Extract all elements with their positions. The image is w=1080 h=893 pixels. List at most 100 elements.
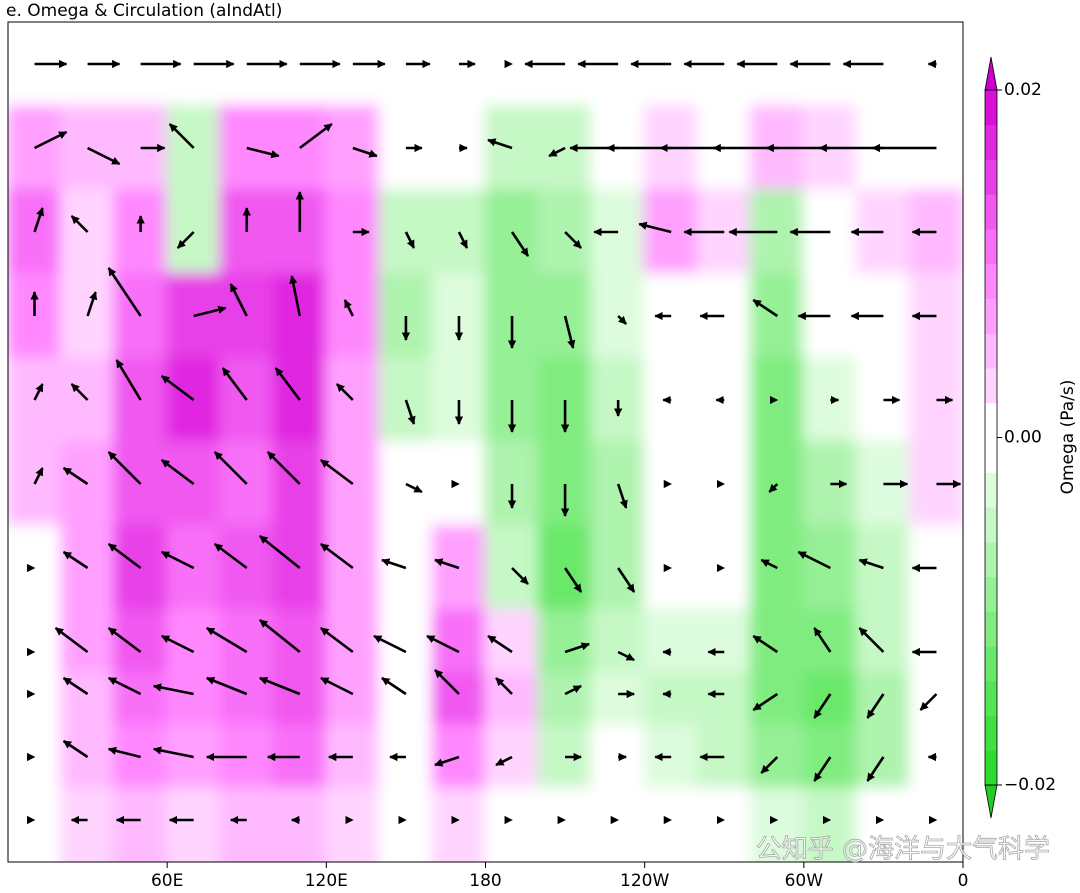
colorbar-tick-label: −0.02 — [1004, 775, 1056, 795]
omega-cell — [219, 787, 275, 862]
omega-cell — [643, 672, 699, 727]
omega-cell — [590, 787, 646, 862]
omega-cell — [378, 787, 434, 862]
wind-arrow — [193, 305, 227, 318]
colorbar-band — [985, 368, 997, 404]
omega-cell — [325, 609, 381, 674]
wind-arrow — [221, 367, 248, 401]
wind-arrow — [246, 146, 280, 159]
wind-arrow — [107, 676, 142, 696]
colorbar-band — [985, 750, 997, 786]
omega-cell — [166, 787, 222, 862]
omega-cell — [166, 441, 222, 527]
wind-arrow — [426, 634, 460, 654]
omega-cell — [908, 672, 963, 727]
omega-cell — [8, 672, 63, 727]
wind-arrow — [487, 634, 513, 654]
omega-cell — [908, 357, 963, 443]
omega-cell — [590, 525, 646, 611]
wind-arrow — [289, 275, 302, 317]
wind-arrow — [107, 626, 142, 654]
omega-cell — [908, 787, 963, 862]
wind-arrow — [62, 676, 89, 696]
wind-arrow — [259, 676, 301, 696]
omega-cell — [537, 672, 593, 727]
wind-arrow — [33, 383, 44, 401]
colorbar-band — [985, 263, 997, 299]
colorbar-band — [985, 298, 997, 334]
omega-cell — [272, 672, 328, 727]
omega-cell — [590, 441, 646, 527]
omega-cell — [325, 672, 381, 727]
wind-arrow — [617, 567, 636, 593]
colorbar-tick-label: 0.02 — [1004, 80, 1042, 100]
omega-cell — [590, 672, 646, 727]
omega-cell — [484, 724, 540, 790]
omega-cell — [484, 787, 540, 862]
wind-arrow — [434, 558, 460, 570]
omega-cell — [749, 357, 805, 443]
omega-cell — [802, 672, 858, 727]
x-tick-label: 60W — [785, 871, 824, 891]
omega-cell — [855, 672, 911, 727]
wind-arrow — [205, 676, 248, 696]
wind-arrow — [107, 542, 142, 570]
omega-cell — [431, 787, 487, 862]
omega-cell — [325, 357, 381, 443]
omega-cell — [855, 787, 911, 862]
colorbar-band — [985, 611, 997, 647]
wind-arrow — [813, 756, 832, 782]
omega-cell — [696, 787, 752, 862]
wind-arrow — [258, 534, 301, 570]
omega-cell — [749, 609, 805, 674]
wind-arrow — [213, 542, 248, 570]
wind-arrow — [617, 650, 635, 662]
omega-cell — [8, 724, 63, 790]
omega-cell — [696, 609, 752, 674]
x-tick-label: 120W — [620, 871, 669, 891]
omega-cell — [802, 609, 858, 674]
wind-arrow — [107, 267, 142, 317]
wind-arrow — [617, 315, 628, 325]
omega-cell — [8, 787, 63, 862]
colorbar-extend-over — [984, 56, 998, 91]
omega-cell — [8, 609, 63, 674]
wind-arrow — [258, 618, 301, 654]
wind-arrow — [752, 634, 779, 654]
wind-arrow — [160, 550, 195, 570]
colorbar-band — [985, 333, 997, 369]
omega-cell — [537, 787, 593, 862]
omega-cell — [537, 22, 593, 107]
wind-arrow — [160, 374, 195, 402]
omega-cell — [113, 672, 169, 727]
omega-cell — [60, 609, 116, 674]
wind-arrow — [381, 676, 407, 696]
wind-arrow — [274, 367, 301, 401]
wind-arrow — [62, 739, 89, 759]
omega-cell — [113, 609, 169, 674]
wind-arrow — [434, 669, 460, 695]
wind-arrow — [511, 567, 529, 585]
colorbar-label: Omega (Pa/s) — [1058, 380, 1078, 495]
wind-arrow — [797, 550, 831, 570]
wind-arrow — [548, 146, 566, 158]
wind-arrow — [33, 207, 45, 233]
wind-arrow — [434, 755, 460, 767]
omega-cell — [590, 609, 646, 674]
wind-arrow — [760, 558, 778, 570]
wind-arrow — [206, 626, 248, 654]
omega-cell — [643, 441, 699, 527]
omega-cell — [325, 787, 381, 862]
wind-arrow — [86, 291, 98, 317]
colorbar-band — [985, 541, 997, 577]
omega-cell — [166, 357, 222, 443]
omega-cell — [378, 724, 434, 790]
omega-cell — [113, 787, 169, 862]
omega-cell — [60, 787, 116, 862]
wind-arrow — [352, 146, 378, 158]
wind-arrow — [405, 482, 423, 494]
omega-cell — [590, 22, 646, 107]
wind-arrow — [160, 634, 195, 654]
x-tick-label: 0 — [958, 871, 969, 891]
wind-arrow — [33, 130, 68, 150]
